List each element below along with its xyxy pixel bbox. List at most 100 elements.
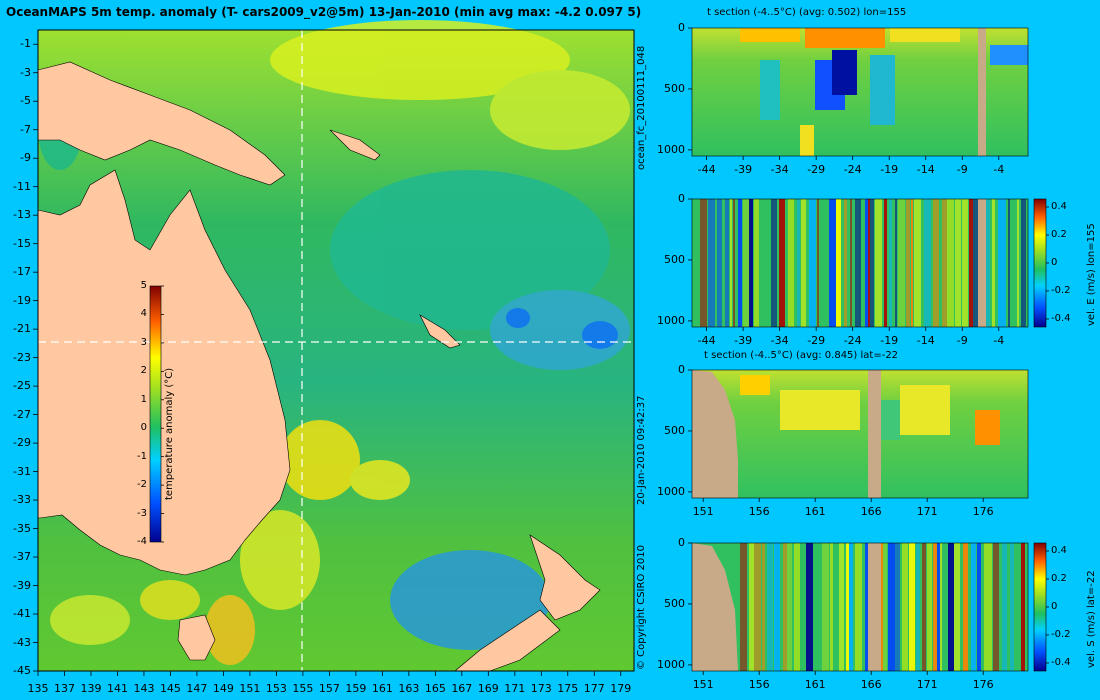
panel-3-frame bbox=[691, 369, 1029, 499]
panel-x-tick-label: -14 bbox=[916, 163, 935, 176]
map-lon-tick-label: 153 bbox=[265, 682, 287, 695]
map-lon-tick-label: 169 bbox=[477, 682, 499, 695]
panel-3-title: t section (-4..5°C) (avg: 0.845) lat=-22 bbox=[704, 350, 899, 361]
map-title: OceanMAPS 5m temp. anomaly (T- cars2009_… bbox=[6, 5, 642, 19]
panel-y-tick-label: 0 bbox=[678, 536, 685, 549]
velocity-stripe bbox=[865, 199, 868, 327]
map-frame bbox=[37, 29, 635, 672]
velocity-stripe bbox=[822, 543, 829, 671]
panel-y-tick-label: 1000 bbox=[657, 313, 685, 327]
anomaly-cool-patch bbox=[390, 550, 550, 650]
velocity-stripe bbox=[822, 199, 827, 327]
anomaly-warm-patch bbox=[350, 460, 410, 500]
map-lon-tick-label: 163 bbox=[398, 682, 420, 695]
velocity-stripe bbox=[986, 543, 992, 671]
velocity-stripe bbox=[1017, 199, 1019, 327]
velocity-stripe bbox=[760, 199, 764, 327]
map-lat-tick-label: -25 bbox=[13, 379, 31, 393]
panel-y-tick-label: 1000 bbox=[657, 657, 685, 671]
map-lat-tick-label: -9 bbox=[20, 151, 31, 165]
velocity-stripe bbox=[909, 543, 915, 671]
velocity-stripe bbox=[1010, 199, 1014, 327]
map-lat-tick-label: -17 bbox=[13, 265, 31, 279]
map-colorbar-label: temperature anomaly (°C) bbox=[164, 367, 175, 500]
panel-4-colorbar bbox=[1033, 542, 1047, 672]
panel-x-tick-label: -14 bbox=[916, 334, 935, 347]
map-anomaly-patches bbox=[38, 20, 630, 665]
map-lat-tick-label: -33 bbox=[13, 493, 31, 507]
velocity-stripe bbox=[983, 199, 990, 327]
panel-y-tick-label: 500 bbox=[664, 596, 685, 610]
velocity-stripe bbox=[835, 543, 839, 671]
velocity-stripe bbox=[868, 199, 870, 327]
panel-4-colorbar-label: vel. S (m/s) lat=-22 bbox=[1086, 570, 1097, 668]
map-lat-tick-label: -3 bbox=[20, 65, 31, 79]
velocity-stripe bbox=[771, 199, 777, 327]
panel-colorbar-tick-label: 0 bbox=[1051, 257, 1058, 268]
velocity-stripe bbox=[767, 199, 771, 327]
panel-colorbar-tick-label: -0.4 bbox=[1051, 313, 1071, 324]
map-colorbar-tick-label: -4 bbox=[137, 536, 147, 547]
map-colorbar-tick-label: 0 bbox=[140, 422, 147, 434]
panel-x-tick-label: 166 bbox=[860, 505, 882, 518]
anomaly-warm-patch bbox=[280, 420, 360, 500]
panel-1-land bbox=[978, 28, 986, 156]
panel-x-tick-label: -39 bbox=[734, 163, 753, 176]
panel-x-tick-label: 161 bbox=[804, 505, 826, 518]
velocity-stripe bbox=[1021, 199, 1026, 327]
panel-x-tick-label: -34 bbox=[770, 163, 789, 176]
panel-x-tick-label: -9 bbox=[956, 163, 968, 176]
velocity-stripe bbox=[749, 543, 754, 671]
panel-colorbar-tick-label: -0.2 bbox=[1051, 285, 1071, 296]
velocity-stripe bbox=[774, 543, 780, 671]
map-axis-ticks bbox=[33, 43, 622, 676]
panel-3-land bbox=[868, 370, 881, 498]
panel-y-tick-label: 500 bbox=[664, 81, 685, 95]
velocity-stripe bbox=[902, 543, 908, 671]
velocity-stripe bbox=[977, 543, 981, 671]
velocity-stripe bbox=[725, 199, 729, 327]
panel-y-tick-label: 0 bbox=[678, 192, 685, 205]
panel-x-tick-label: 161 bbox=[804, 678, 826, 691]
map-lon-tick-label: 147 bbox=[186, 682, 208, 695]
sec-feature-warm bbox=[900, 385, 950, 435]
velocity-stripe bbox=[971, 543, 976, 671]
anomaly-warm-patch bbox=[490, 70, 630, 150]
velocity-stripe bbox=[861, 199, 864, 327]
map-colorbar-tick-label: 5 bbox=[140, 280, 147, 291]
sec-feature-warm bbox=[780, 390, 860, 430]
velocity-stripe bbox=[992, 199, 995, 327]
map-lon-tick-label: 159 bbox=[345, 682, 367, 695]
velocity-stripe bbox=[733, 199, 735, 327]
panel-t-section-lon155 bbox=[691, 27, 1029, 157]
velocity-stripe bbox=[963, 543, 968, 671]
velocity-stripe bbox=[700, 199, 707, 327]
velocity-stripe bbox=[850, 199, 852, 327]
panel-x-tick-label: 151 bbox=[692, 505, 714, 518]
temperature-map bbox=[33, 20, 635, 676]
panel-colorbar-tick-label: 0.2 bbox=[1051, 229, 1067, 240]
velocity-stripe bbox=[817, 199, 819, 327]
panel-y-tick-label: 500 bbox=[664, 252, 685, 266]
velocity-stripe bbox=[940, 543, 942, 671]
velocity-stripe bbox=[888, 543, 895, 671]
sec-feature-warm bbox=[740, 375, 770, 395]
map-lat-tick-label: -7 bbox=[20, 122, 31, 136]
anomaly-warm-patch bbox=[140, 580, 200, 620]
panel-2-colorbar bbox=[1033, 198, 1047, 328]
copyright-label: © Copyright CSIRO 2010 bbox=[636, 545, 647, 670]
map-lon-tick-label: 141 bbox=[106, 682, 128, 695]
velocity-stripe bbox=[738, 199, 742, 327]
velocity-stripe bbox=[767, 543, 773, 671]
velocity-stripe bbox=[880, 543, 883, 671]
velocity-stripe bbox=[779, 199, 785, 327]
australia bbox=[37, 169, 291, 576]
velocity-stripe bbox=[944, 543, 947, 671]
panel-x-tick-label: -4 bbox=[993, 163, 1005, 176]
anomaly-warm-patch bbox=[240, 510, 320, 610]
map-lon-tick-label: 137 bbox=[53, 682, 75, 695]
panel-colorbar-tick-label: -0.2 bbox=[1051, 629, 1071, 640]
velocity-stripe bbox=[954, 543, 960, 671]
velocity-stripe bbox=[836, 199, 841, 327]
